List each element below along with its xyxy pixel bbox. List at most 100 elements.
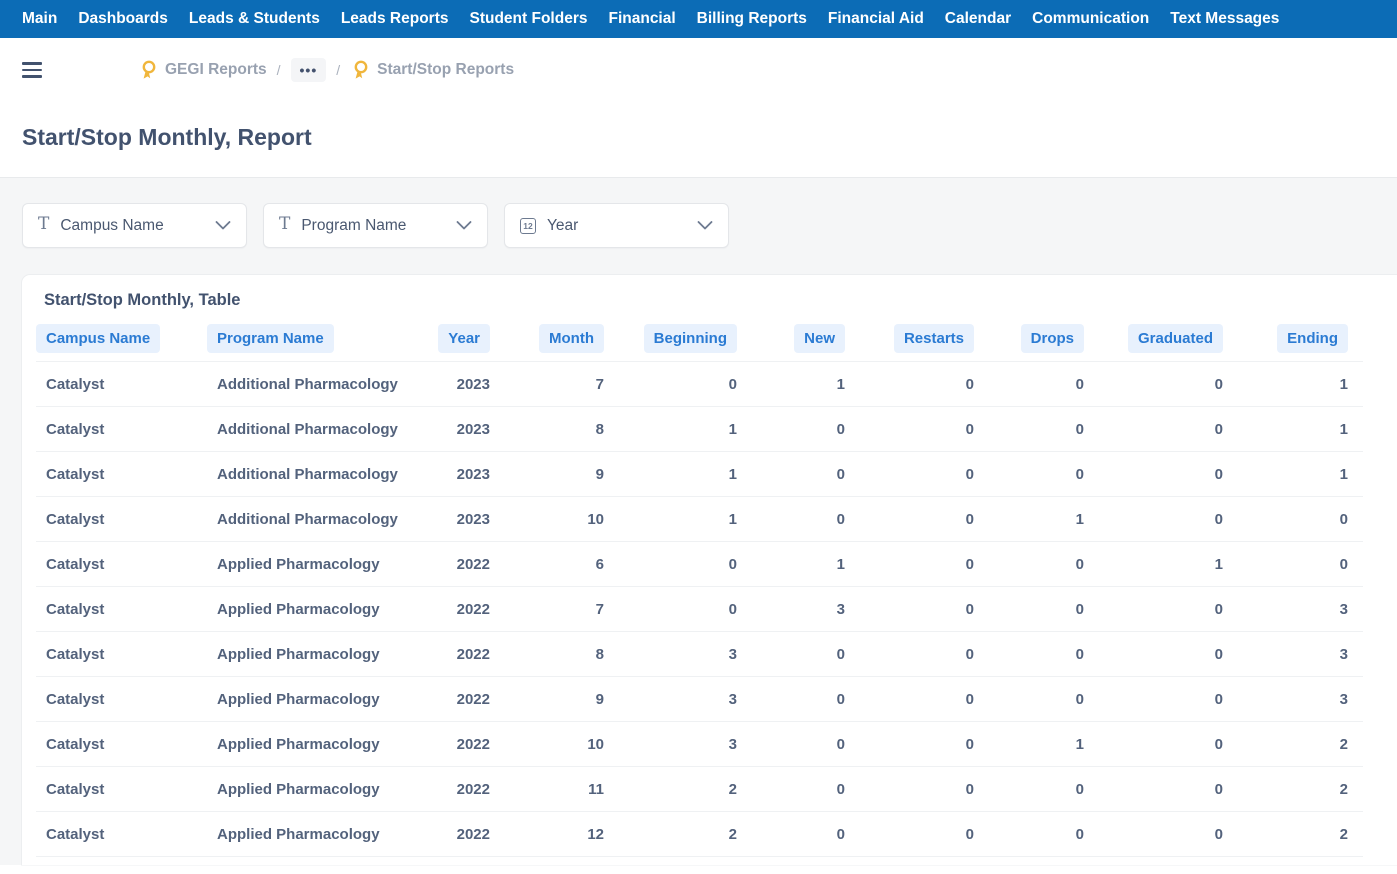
cell-ending: 0 [1339, 555, 1348, 573]
column-header-pill[interactable]: Month [539, 324, 604, 353]
cell-drops: 0 [1075, 780, 1084, 798]
header-cell-restarts: Restarts [845, 324, 974, 353]
header-cell-year: Year [436, 324, 490, 353]
cell-campus-name: Catalyst [46, 420, 105, 438]
table-row: Catalyst Applied Pharmacology 2022 6 0 1 0 0 1 0 [36, 542, 1363, 587]
table-body: Catalyst Additional Pharmacology 2023 7 0 1 0 0… [36, 361, 1363, 857]
nav-item-calendar[interactable]: Calendar [944, 10, 1012, 27]
chevron-down-icon [215, 221, 231, 230]
cell-restarts: 0 [965, 645, 974, 663]
cell-month: 7 [595, 600, 604, 618]
cell-new: 0 [836, 465, 845, 483]
table-row: Catalyst Additional Pharmacology 2023 8 1 0 0 0… [36, 407, 1363, 452]
column-header-pill[interactable]: Beginning [643, 324, 737, 353]
cell-program-name: Additional Pharmacology [217, 465, 398, 483]
cell-new: 0 [836, 735, 845, 753]
cell-ending: 1 [1339, 420, 1348, 438]
column-header-pill[interactable]: Program Name [207, 324, 334, 353]
page-title: Start/Stop Monthly, Report [22, 124, 312, 150]
cell-restarts: 0 [965, 420, 974, 438]
cell-year: 2022 [456, 555, 490, 573]
cell-beginning: 0 [728, 600, 737, 618]
header-cell-graduated: Graduated [1084, 324, 1223, 353]
cell-new: 0 [836, 690, 845, 708]
menu-hamburger-icon[interactable] [22, 62, 42, 78]
column-header-pill[interactable]: Ending [1277, 324, 1348, 353]
filter-dropdown-campus-name[interactable]: T Campus Name [22, 203, 247, 248]
cell-beginning: 3 [728, 690, 737, 708]
cell-graduated: 0 [1214, 735, 1223, 753]
breadcrumb-bar: GEGI Reports / ••• / Start/Stop Reports [0, 38, 1397, 102]
number-12-icon: 12 [520, 217, 536, 234]
header-cell-campus-name: Campus Name [36, 324, 207, 353]
cell-month: 6 [595, 555, 604, 573]
header-cell-drops: Drops [974, 324, 1084, 353]
cell-program-name: Applied Pharmacology [217, 690, 380, 708]
column-header-pill[interactable]: Drops [1020, 324, 1084, 353]
table-row: Catalyst Applied Pharmacology 2022 10 3 0 0 1 0 2 [36, 722, 1363, 767]
cell-year: 2022 [456, 735, 490, 753]
nav-item-billing-reports[interactable]: Billing Reports [696, 10, 807, 27]
cell-restarts: 0 [965, 690, 974, 708]
cell-graduated: 0 [1214, 510, 1223, 528]
table-row: Catalyst Additional Pharmacology 2023 7 0 1 0 0… [36, 362, 1363, 407]
header-cell-month: Month [490, 324, 604, 353]
table-row: Catalyst Applied Pharmacology 2022 12 2 0 0 0 0 2 [36, 812, 1363, 857]
cell-new: 0 [836, 780, 845, 798]
cell-graduated: 0 [1214, 465, 1223, 483]
breadcrumb-item-start-stop-reports[interactable]: Start/Stop Reports [350, 59, 514, 81]
cell-restarts: 0 [965, 735, 974, 753]
cell-beginning: 0 [728, 555, 737, 573]
cell-campus-name: Catalyst [46, 825, 105, 843]
nav-item-dashboards[interactable]: Dashboards [78, 10, 168, 27]
column-header-pill[interactable]: Restarts [893, 324, 974, 353]
cell-campus-name: Catalyst [46, 600, 105, 618]
cell-new: 0 [836, 510, 845, 528]
cell-month: 11 [588, 780, 604, 798]
filter-dropdown-program-name[interactable]: T Program Name [263, 203, 488, 248]
nav-item-financial[interactable]: Financial [608, 10, 676, 27]
cell-restarts: 0 [965, 510, 974, 528]
cell-beginning: 1 [728, 510, 737, 528]
nav-item-leads-reports[interactable]: Leads Reports [340, 10, 449, 27]
chevron-down-icon [456, 221, 472, 230]
cell-year: 2022 [456, 600, 490, 618]
breadcrumb-item-gegi-reports[interactable]: GEGI Reports [138, 59, 267, 81]
cell-month: 10 [587, 510, 604, 528]
cell-month: 9 [595, 690, 604, 708]
nav-item-leads-students[interactable]: Leads & Students [188, 10, 320, 27]
cell-drops: 0 [1075, 600, 1084, 618]
cell-program-name: Applied Pharmacology [217, 645, 380, 663]
filter-dropdown-year[interactable]: 12 Year [504, 203, 729, 248]
nav-item-student-folders[interactable]: Student Folders [469, 10, 588, 27]
cell-drops: 1 [1075, 510, 1084, 528]
cell-graduated: 0 [1214, 645, 1223, 663]
header-cell-program-name: Program Name [207, 324, 436, 353]
breadcrumb-label: Start/Stop Reports [377, 61, 515, 78]
cell-year: 2022 [456, 780, 490, 798]
nav-item-communication[interactable]: Communication [1032, 10, 1150, 27]
nav-item-text-messages[interactable]: Text Messages [1170, 10, 1280, 27]
cell-program-name: Applied Pharmacology [217, 825, 380, 843]
header-cell-new: New [737, 324, 845, 353]
cell-year: 2023 [456, 510, 490, 528]
cell-drops: 0 [1075, 420, 1084, 438]
cell-restarts: 0 [965, 465, 974, 483]
cell-ending: 1 [1339, 375, 1348, 393]
cell-month: 8 [595, 645, 604, 663]
cell-graduated: 0 [1214, 420, 1223, 438]
cell-restarts: 0 [965, 600, 974, 618]
filter-label: Year [547, 216, 579, 234]
cell-year: 2022 [456, 690, 490, 708]
cell-program-name: Applied Pharmacology [217, 555, 380, 573]
column-header-pill[interactable]: Year [438, 324, 490, 353]
column-header-pill[interactable]: Campus Name [36, 324, 161, 353]
column-header-pill[interactable]: Graduated [1127, 324, 1223, 353]
nav-item-financial-aid[interactable]: Financial Aid [827, 10, 924, 27]
breadcrumb-ellipsis-button[interactable]: ••• [290, 58, 327, 82]
nav-item-main[interactable]: Main [22, 10, 58, 27]
column-header-pill[interactable]: New [794, 324, 845, 353]
cell-program-name: Additional Pharmacology [217, 510, 398, 528]
breadcrumb-label: GEGI Reports [165, 61, 267, 78]
cell-restarts: 0 [965, 825, 974, 843]
